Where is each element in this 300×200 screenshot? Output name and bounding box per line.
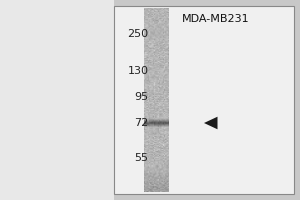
Bar (114, 6, 294, 194)
Text: 130: 130 (128, 66, 148, 76)
Text: 95: 95 (134, 92, 148, 102)
Polygon shape (204, 117, 218, 129)
Bar (0, 0, 114, 200)
Text: 72: 72 (134, 118, 148, 128)
Text: MDA-MB231: MDA-MB231 (182, 14, 250, 24)
Text: 55: 55 (134, 153, 148, 163)
Text: 250: 250 (128, 29, 148, 39)
